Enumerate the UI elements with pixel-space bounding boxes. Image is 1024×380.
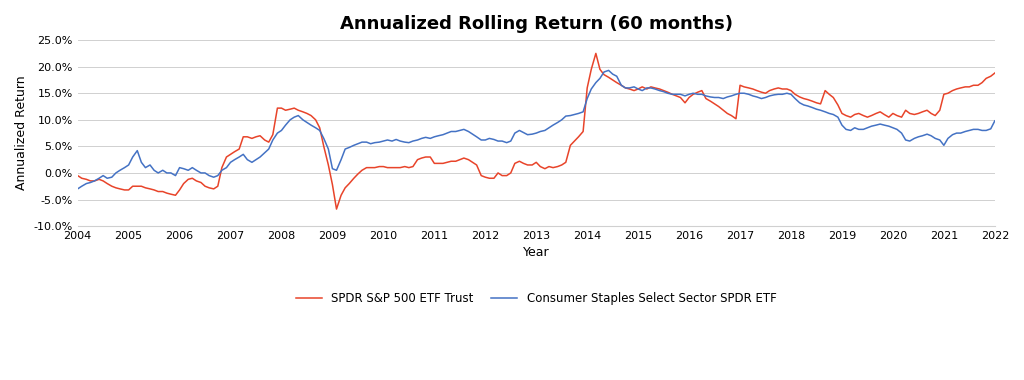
Consumer Staples Select Sector SPDR ETF [602,68,614,73]
SPDR S&P 500 ETF Trust [352,172,365,176]
SPDR S&P 500 ETF Trust [390,165,402,170]
Consumer Staples Select Sector SPDR ETF [348,143,360,147]
SPDR S&P 500 ETF Trust [331,207,343,211]
SPDR S&P 500 ETF Trust [840,113,852,118]
Consumer Staples Select Sector SPDR ETF [275,128,288,133]
Line: SPDR S&P 500 ETF Trust: SPDR S&P 500 ETF Trust [78,54,994,209]
Y-axis label: Annualized Return: Annualized Return [15,76,28,190]
Line: Consumer Staples Select Sector SPDR ETF: Consumer Staples Select Sector SPDR ETF [78,70,994,189]
Consumer Staples Select Sector SPDR ETF [988,119,1000,123]
Consumer Staples Select Sector SPDR ETF [331,168,343,173]
Legend: SPDR S&P 500 ETF Trust, Consumer Staples Select Sector SPDR ETF: SPDR S&P 500 ETF Trust, Consumer Staples… [291,288,781,310]
SPDR S&P 500 ETF Trust [988,71,1000,75]
SPDR S&P 500 ETF Trust [348,176,360,180]
SPDR S&P 500 ETF Trust [275,106,288,111]
X-axis label: Year: Year [523,247,550,260]
SPDR S&P 500 ETF Trust [335,193,347,198]
Consumer Staples Select Sector SPDR ETF [72,187,84,191]
SPDR S&P 500 ETF Trust [590,51,602,56]
Consumer Staples Select Sector SPDR ETF [343,145,355,150]
Consumer Staples Select Sector SPDR ETF [386,139,398,143]
Consumer Staples Select Sector SPDR ETF [836,123,848,127]
SPDR S&P 500 ETF Trust [72,173,84,178]
Title: Annualized Rolling Return (60 months): Annualized Rolling Return (60 months) [340,15,733,33]
